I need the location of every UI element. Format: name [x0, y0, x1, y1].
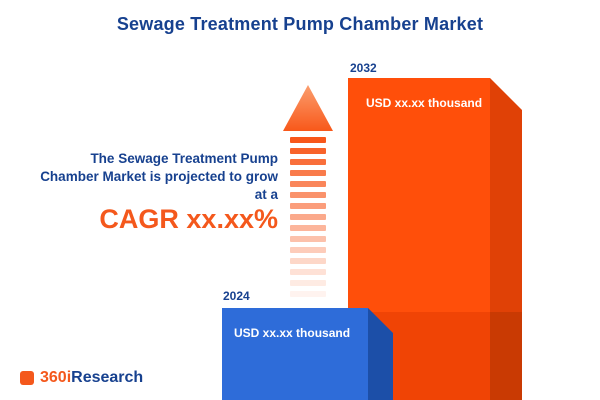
- bar-2024-value-label: USD xx.xx thousand: [234, 326, 351, 340]
- bar-2032-value-label: USD xx.xx thousand: [366, 96, 483, 110]
- bar-2032-category-label: 2032: [350, 61, 377, 75]
- growth-arrow-head-icon: [283, 85, 333, 138]
- brand-logo: 360iResearch: [20, 369, 143, 387]
- bar-2024-category-label: 2024: [223, 289, 250, 303]
- logo-mark-icon: [20, 371, 34, 385]
- logo-text-prefix: 360i: [40, 369, 72, 386]
- growth-arrow-trail-icon: [290, 137, 326, 297]
- market-description: The Sewage Treatment Pump Chamber Market…: [40, 151, 278, 203]
- bar-2032-side-shadow: [490, 312, 522, 400]
- bar-2024-front: [222, 308, 368, 400]
- logo-text-suffix: Research: [71, 369, 144, 386]
- logo-text: 360iResearch: [40, 369, 143, 387]
- bar-2024-side: [368, 308, 393, 400]
- page-title: Sewage Treatment Pump Chamber Market: [116, 14, 484, 34]
- cagr-value: CAGR xx.xx%: [99, 204, 278, 234]
